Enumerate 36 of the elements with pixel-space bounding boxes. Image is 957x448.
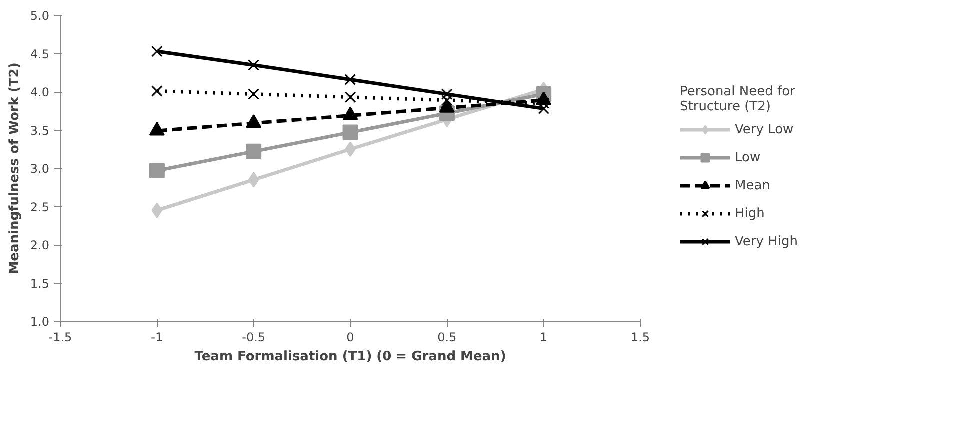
point	[248, 88, 260, 100]
x-axis-title: Team Formalisation (T1) (0 = Grand Mean)	[194, 350, 506, 364]
y-tick-label: 1.5	[30, 276, 50, 291]
x-tick-label: -1	[151, 330, 164, 344]
y-tick-label: 1.0	[30, 315, 50, 329]
legend-label: High	[735, 206, 765, 221]
y-tick-label: 2.0	[30, 238, 50, 252]
x-tick-label: 0.5	[438, 330, 457, 344]
point	[152, 202, 163, 218]
point	[149, 163, 165, 179]
y-tick-label: 2.5	[30, 200, 50, 214]
x-tick-label: 1	[540, 330, 548, 344]
y-tick-label: 3.0	[30, 162, 50, 176]
point	[248, 172, 260, 188]
legend-label: Very High	[735, 234, 798, 249]
point	[248, 60, 260, 71]
point	[342, 124, 358, 140]
legend-label: Very Low	[735, 122, 794, 137]
legend-label: Mean	[735, 178, 770, 193]
point	[151, 46, 163, 58]
x-tick-label: 1.5	[630, 330, 650, 344]
legend-title: Personal Need for Structure (T2)	[680, 84, 796, 114]
x-tick-label: 0	[346, 330, 354, 344]
point	[344, 92, 356, 104]
y-axis-title: Meaningfulness of Work (T2)	[7, 62, 22, 274]
y-tick-label: 3.5	[30, 124, 50, 138]
x-tick-label: -1.5	[48, 330, 72, 344]
y-tick-label: 4.0	[30, 86, 50, 100]
point	[151, 86, 163, 97]
point	[246, 144, 262, 160]
point	[344, 74, 356, 86]
x-tick-label: -0.5	[242, 330, 266, 344]
y-tick-label: 4.5	[30, 47, 50, 62]
legend-label: Low	[735, 150, 761, 165]
y-tick-label: 5.0	[30, 9, 50, 23]
point	[441, 88, 453, 100]
